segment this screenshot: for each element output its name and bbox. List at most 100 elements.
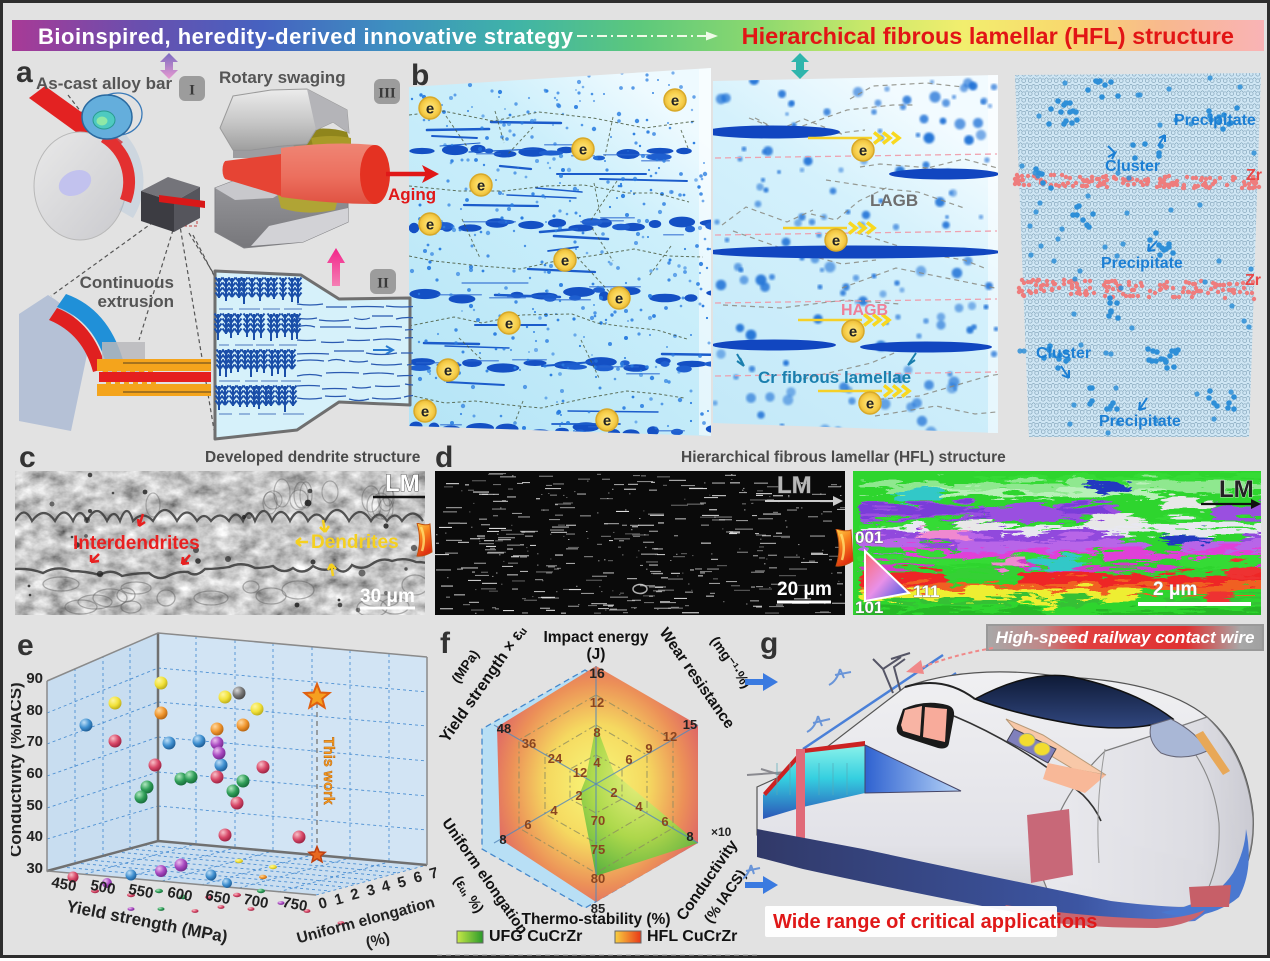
- svg-text:12: 12: [573, 765, 587, 780]
- svg-text:e: e: [444, 363, 452, 380]
- svg-text:500: 500: [89, 877, 117, 898]
- svg-text:2: 2: [610, 785, 617, 800]
- svg-text:4: 4: [635, 799, 643, 814]
- svg-text:Zr: Zr: [1245, 272, 1261, 289]
- svg-text:Zr: Zr: [1246, 167, 1262, 184]
- svg-text:As-cast alloy bar: As-cast alloy bar: [36, 74, 172, 93]
- svg-text:Continuous: Continuous: [80, 273, 174, 292]
- svg-text:e: e: [603, 413, 611, 430]
- svg-text:e: e: [561, 253, 569, 270]
- svg-text:40: 40: [26, 828, 43, 845]
- svg-text:Aging: Aging: [388, 185, 436, 204]
- svg-text:e: e: [579, 142, 587, 159]
- svg-text:001: 001: [855, 528, 883, 547]
- svg-text:30 μm: 30 μm: [360, 586, 415, 607]
- svg-text:III: III: [378, 86, 396, 102]
- svg-text:8: 8: [686, 829, 693, 844]
- svg-text:4: 4: [593, 755, 601, 770]
- svg-text:2 μm: 2 μm: [1153, 579, 1197, 600]
- svg-text:e: e: [421, 404, 429, 421]
- svg-text:48: 48: [497, 721, 511, 736]
- svg-text:High-speed railway contact wir: High-speed railway contact wire: [996, 628, 1255, 647]
- svg-text:550: 550: [127, 881, 155, 902]
- svg-text:60: 60: [26, 765, 43, 782]
- svg-text:e: e: [615, 291, 623, 308]
- svg-text:Precipitate: Precipitate: [1099, 413, 1181, 430]
- svg-text:This work: This work: [320, 737, 336, 806]
- svg-text:Conductivity (%IACS): Conductivity (%IACS): [11, 682, 25, 857]
- svg-text:75: 75: [591, 842, 605, 857]
- svg-text:111: 111: [913, 582, 940, 601]
- svg-text:Rotary swaging: Rotary swaging: [219, 68, 346, 87]
- svg-text:4: 4: [550, 803, 558, 818]
- svg-text:101: 101: [855, 598, 883, 615]
- svg-text:LM: LM: [1219, 476, 1254, 503]
- svg-text:(%): (%): [364, 929, 392, 952]
- svg-text:Thermo-stability (%): Thermo-stability (%): [522, 911, 671, 928]
- svg-text:e: e: [859, 143, 867, 160]
- svg-text:Interdendrites: Interdendrites: [73, 533, 200, 554]
- svg-text:80: 80: [26, 702, 43, 719]
- svg-text:9: 9: [645, 741, 652, 756]
- svg-text:30: 30: [26, 860, 43, 877]
- svg-text:85: 85: [591, 901, 605, 916]
- svg-text:750: 750: [281, 894, 309, 915]
- svg-text:12: 12: [590, 695, 604, 710]
- svg-text:600: 600: [166, 884, 194, 905]
- svg-text:0: 0: [317, 894, 329, 913]
- svg-text:1: 1: [333, 890, 345, 909]
- svg-text:Impact energy: Impact energy: [543, 629, 648, 646]
- svg-text:5: 5: [396, 873, 408, 892]
- svg-text:e: e: [426, 101, 434, 118]
- svg-text:(J): (J): [587, 646, 606, 663]
- svg-text:Cr fibrous lamellae: Cr fibrous lamellae: [758, 368, 911, 387]
- svg-text:LM: LM: [385, 471, 420, 497]
- svg-text:15: 15: [683, 717, 697, 732]
- svg-text:70: 70: [26, 733, 43, 750]
- svg-text:36: 36: [522, 736, 536, 751]
- svg-text:HAGB: HAGB: [841, 302, 888, 319]
- svg-text:6: 6: [412, 868, 424, 887]
- svg-text:6: 6: [625, 752, 632, 767]
- svg-text:e: e: [866, 396, 874, 413]
- svg-text:Cluster: Cluster: [1105, 158, 1160, 175]
- svg-text:UFG CuCrZr: UFG CuCrZr: [489, 928, 582, 945]
- svg-text:e: e: [426, 217, 434, 234]
- svg-text:LM: LM: [777, 472, 812, 499]
- svg-text:700: 700: [242, 891, 270, 912]
- svg-text:50: 50: [26, 797, 43, 814]
- svg-text:450: 450: [50, 874, 78, 895]
- svg-text:80: 80: [591, 871, 605, 886]
- svg-text:LAGB: LAGB: [870, 191, 918, 210]
- svg-text:Precipitate: Precipitate: [1101, 255, 1183, 272]
- svg-text:6: 6: [524, 817, 531, 832]
- svg-text:6: 6: [661, 814, 668, 829]
- svg-text:8: 8: [499, 832, 506, 847]
- svg-text:24: 24: [548, 751, 563, 766]
- svg-text:Wide range of critical applica: Wide range of critical applications: [773, 911, 1097, 933]
- svg-text:90: 90: [26, 670, 43, 687]
- svg-text:Precipitate: Precipitate: [1174, 112, 1256, 129]
- svg-text:20 μm: 20 μm: [777, 579, 832, 600]
- svg-text:16: 16: [589, 665, 605, 681]
- svg-text:3: 3: [365, 881, 377, 900]
- svg-text:8: 8: [593, 725, 600, 740]
- svg-text:70: 70: [591, 813, 605, 828]
- svg-text:e: e: [477, 178, 485, 195]
- svg-text:Dendrites: Dendrites: [311, 532, 399, 553]
- svg-text:Cluster: Cluster: [1036, 345, 1091, 362]
- svg-text:e: e: [849, 324, 857, 341]
- svg-text:extrusion: extrusion: [97, 292, 174, 311]
- svg-text:e: e: [832, 233, 840, 250]
- svg-text:I: I: [189, 83, 195, 99]
- svg-text:e: e: [671, 93, 679, 110]
- svg-text:12: 12: [663, 729, 677, 744]
- svg-text:2: 2: [575, 788, 582, 803]
- svg-text:HFL CuCrZr: HFL CuCrZr: [647, 928, 737, 945]
- svg-text:4: 4: [380, 877, 393, 896]
- svg-text:Yield strength (MPa): Yield strength (MPa): [65, 897, 229, 947]
- svg-text:II: II: [377, 276, 389, 292]
- svg-text:×10: ×10: [711, 825, 732, 839]
- svg-text:650: 650: [204, 887, 232, 908]
- svg-text:2: 2: [349, 885, 361, 904]
